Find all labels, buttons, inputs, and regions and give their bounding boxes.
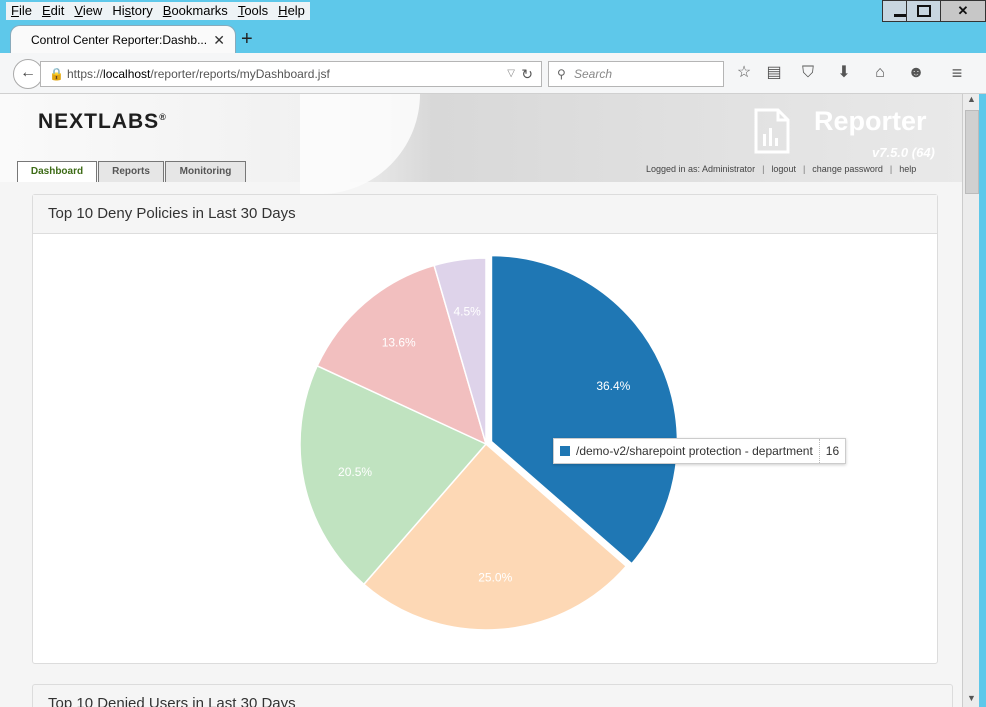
help-link[interactable]: help <box>899 164 917 174</box>
nextlabs-logo: NEXTLABS® <box>38 110 167 133</box>
search-icon: ⚲ <box>557 67 566 81</box>
product-title: Reporter <box>814 106 927 136</box>
browser-tab[interactable]: Control Center Reporter:Dashb... ✕ <box>10 25 236 54</box>
hamburger-menu-icon[interactable]: ≡ <box>951 63 963 83</box>
vertical-scrollbar[interactable]: ▲ ▼ <box>962 94 980 707</box>
logout-link[interactable]: logout <box>771 164 796 174</box>
menu-file[interactable]: File <box>11 3 32 18</box>
url-dropdown-icon[interactable]: ▽ <box>507 68 515 79</box>
chart-tooltip: /demo-v2/sharepoint protection - departm… <box>553 438 847 464</box>
url-bar[interactable]: 🔒 https://localhost/reporter/reports/myD… <box>40 61 542 87</box>
maximize-button[interactable] <box>906 0 942 22</box>
reading-list-icon[interactable]: ▤ <box>766 64 782 81</box>
scroll-down-icon[interactable]: ▼ <box>967 693 976 703</box>
tab-title: Control Center Reporter:Dashb... <box>31 33 208 47</box>
search-placeholder: Search <box>574 67 613 81</box>
pocket-icon[interactable]: ⛉ <box>801 64 814 81</box>
close-window-button[interactable]: ✕ <box>940 0 986 22</box>
lock-icon: 🔒 <box>49 67 64 81</box>
reporter-header: NEXTLABS® Reporter v7.5.0 (64) Logged in… <box>0 94 962 194</box>
panel-title: Top 10 Deny Policies in Last 30 Days <box>33 195 937 234</box>
deny-policies-panel: Top 10 Deny Policies in Last 30 Days <box>32 194 938 664</box>
tooltip-swatch <box>560 446 570 456</box>
scroll-thumb[interactable] <box>965 110 979 194</box>
scroll-up-icon[interactable]: ▲ <box>967 94 976 104</box>
menu-tools[interactable]: Tools <box>237 3 269 18</box>
menu-bar: File Edit View History Bookmarks Tools H… <box>6 2 310 20</box>
back-button[interactable]: ← <box>13 59 43 89</box>
logged-in-label: Logged in as: Administrator <box>646 164 756 174</box>
tab-dashboard[interactable]: Dashboard <box>17 161 97 182</box>
header-swoosh <box>300 94 420 194</box>
user-links: Logged in as: Administrator | logout | chang… <box>646 164 917 174</box>
url-text: https://localhost/reporter/reports/myDas… <box>67 67 330 81</box>
window-border <box>979 94 986 707</box>
report-icon <box>754 108 790 154</box>
smiley-icon[interactable]: ☻ <box>907 64 925 81</box>
reload-icon[interactable]: ↻ <box>521 66 533 82</box>
download-icon[interactable]: ⬇ <box>837 64 851 81</box>
search-input[interactable]: ⚲ Search <box>548 61 724 87</box>
product-version: v7.5.0 (64) <box>872 145 935 160</box>
home-icon[interactable]: ⌂ <box>875 64 885 81</box>
tooltip-value: 16 <box>818 439 845 463</box>
close-icon: ✕ <box>957 3 969 18</box>
menu-view[interactable]: View <box>74 3 103 18</box>
tab-reports[interactable]: Reports <box>98 161 164 182</box>
menu-history[interactable]: History <box>112 3 153 18</box>
minimize-icon <box>894 13 906 17</box>
bookmark-star-icon[interactable]: ☆ <box>736 64 752 81</box>
menu-help[interactable]: Help <box>278 3 305 18</box>
page-content: NEXTLABS® Reporter v7.5.0 (64) Logged in… <box>0 94 962 707</box>
tab-monitoring[interactable]: Monitoring <box>165 161 246 182</box>
close-tab-icon[interactable]: ✕ <box>213 32 225 48</box>
change-password-link[interactable]: change password <box>812 164 883 174</box>
menu-edit[interactable]: Edit <box>41 3 65 18</box>
back-arrow-icon: ← <box>20 64 36 81</box>
new-tab-button[interactable]: + <box>241 28 253 50</box>
menu-bookmarks[interactable]: Bookmarks <box>162 3 228 18</box>
denied-users-panel-title: Top 10 Denied Users in Last 30 Days <box>32 684 953 707</box>
tooltip-label: /demo-v2/sharepoint protection - departm… <box>576 444 813 458</box>
maximize-icon <box>917 5 931 17</box>
